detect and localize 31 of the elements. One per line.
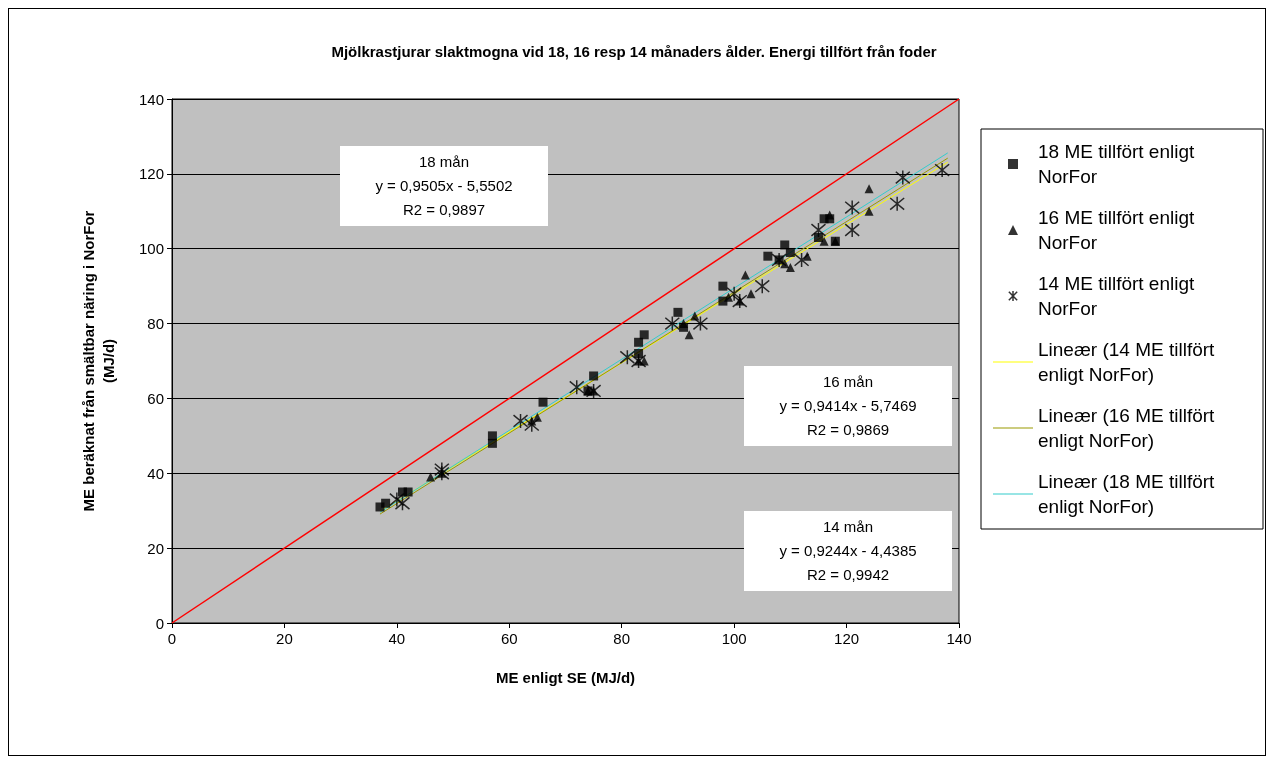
x-tick-label: 100 — [721, 630, 747, 647]
y-tick-label: 40 — [147, 464, 164, 482]
y-tick-label: 20 — [147, 539, 164, 557]
x-tick-label: 60 — [500, 630, 518, 647]
x-tick-label: 0 — [167, 630, 177, 647]
y-tick-label: 80 — [147, 315, 164, 333]
chart-title: Mjölkrastjurar slaktmogna vid 18, 16 resp 14 månaders ålder. Energi tillfört från foder — [331, 43, 937, 60]
note-box: 18 mån y = 0,9505x - 5,5502 R2 = 0,9897 — [340, 146, 548, 226]
annotation: 18 mån y = 0,9505x - 5,5502 R2 = 0,9897 — [374, 152, 514, 220]
legend-label: Lineær (18 ME tillfört enligt NorFor) — [1038, 471, 1220, 517]
y-tick-label: 60 — [147, 389, 164, 407]
y-tick-label: 100 — [138, 240, 164, 258]
annotation: 14 mån y = 0,9244x - 4,4385 R2 = 0,9942 — [778, 517, 918, 585]
note-box: 14 mån y = 0,9244x - 4,4385 R2 = 0,9942 — [744, 511, 952, 591]
legend-label: 18 ME tillfört enligt NorFor — [1038, 141, 1200, 187]
legend-label: Lineær (14 ME tillfört enligt NorFor) — [1038, 339, 1220, 385]
legend-label: Lineær (16 ME tillfört enligt NorFor) — [1038, 405, 1220, 451]
note-box: 16 mån y = 0,9414x - 5,7469 R2 = 0,9869 — [744, 366, 952, 446]
x-tick-label: 140 — [946, 630, 972, 647]
y-tick-label: 0 — [155, 614, 164, 632]
x-tick-label: 80 — [613, 630, 631, 647]
annotation: 16 mån y = 0,9414x - 5,7469 R2 = 0,9869 — [778, 372, 918, 440]
x-tick-label: 20 — [276, 630, 293, 647]
y-tick-label: 140 — [138, 90, 164, 108]
y-axis-title: ME beräknat från smältbar näring i NorFor (MJ/d) — [79, 210, 117, 512]
y-tick-label: 120 — [138, 165, 164, 183]
x-tick-label: 120 — [834, 630, 860, 647]
x-tick-label: 40 — [388, 630, 406, 647]
legend-label: 16 ME tillfört enligt NorFor — [1038, 207, 1200, 253]
x-axis-title: ME enligt SE (MJ/d) — [495, 668, 636, 686]
legend-label: 14 ME tillfört enligt NorFor — [1038, 273, 1200, 319]
